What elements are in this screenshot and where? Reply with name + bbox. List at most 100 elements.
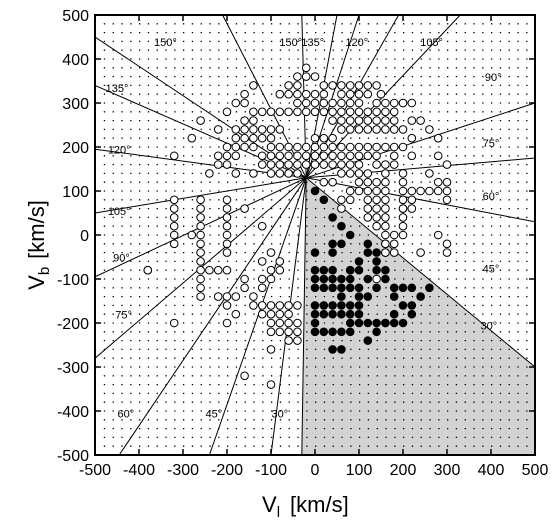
- open-point: [407, 195, 417, 205]
- open-point: [433, 186, 443, 196]
- angle-line: [222, 15, 307, 179]
- open-point: [433, 177, 443, 187]
- open-point: [293, 89, 302, 99]
- open-point: [310, 107, 320, 117]
- open-point: [222, 204, 232, 213]
- open-point: [284, 89, 293, 99]
- open-point: [196, 257, 205, 266]
- open-point: [372, 177, 381, 187]
- open-point: [372, 213, 381, 222]
- open-point: [301, 160, 311, 169]
- filled-point: [425, 283, 434, 293]
- open-point: [266, 345, 276, 354]
- open-point: [275, 318, 285, 328]
- open-point: [284, 301, 293, 310]
- open-point: [442, 186, 452, 196]
- filled-point: [381, 274, 390, 284]
- open-point: [222, 265, 232, 275]
- angle-label: 105°: [420, 37, 443, 49]
- open-point: [240, 98, 249, 108]
- filled-point: [319, 327, 329, 337]
- open-point: [266, 327, 276, 337]
- filled-point: [345, 230, 355, 240]
- open-point: [275, 89, 285, 99]
- open-point: [222, 239, 232, 249]
- open-point: [249, 292, 258, 301]
- filled-point: [310, 248, 320, 257]
- filled-point: [319, 265, 329, 275]
- open-point: [372, 274, 381, 284]
- angle-label: 135°: [106, 83, 129, 95]
- open-point: [266, 318, 276, 328]
- open-point: [169, 204, 179, 213]
- open-point: [240, 89, 249, 99]
- open-point: [345, 160, 355, 169]
- open-point: [381, 239, 390, 249]
- open-point: [257, 309, 267, 319]
- filled-point: [328, 239, 337, 249]
- open-point: [213, 125, 223, 134]
- open-point: [345, 151, 355, 161]
- open-point: [407, 204, 417, 213]
- open-point: [266, 309, 276, 319]
- open-point: [363, 125, 373, 134]
- open-point: [310, 151, 320, 161]
- open-point: [231, 309, 241, 319]
- open-point: [381, 213, 390, 222]
- x-tick-label: -500: [79, 462, 111, 479]
- filled-point: [407, 309, 417, 319]
- open-point: [222, 195, 232, 205]
- angle-label: 150°: [279, 37, 302, 49]
- filled-point: [354, 309, 364, 319]
- open-point: [372, 142, 381, 152]
- open-point: [319, 142, 329, 152]
- open-point: [310, 98, 320, 108]
- open-point: [301, 98, 311, 108]
- filled-point: [337, 301, 346, 310]
- open-point: [266, 380, 276, 389]
- open-point: [354, 177, 364, 187]
- open-point: [240, 371, 249, 381]
- open-point: [381, 177, 390, 187]
- filled-point: [310, 283, 320, 293]
- open-point: [363, 177, 373, 187]
- open-point: [293, 318, 302, 328]
- filled-point: [363, 318, 373, 328]
- filled-point: [416, 292, 425, 301]
- open-point: [345, 116, 355, 125]
- filled-point: [389, 318, 399, 328]
- angle-label: 45°: [205, 409, 222, 421]
- y-tick-label: -100: [57, 272, 89, 289]
- open-point: [222, 292, 232, 301]
- filled-point: [310, 186, 320, 196]
- points-layer: [143, 63, 452, 389]
- open-point: [337, 142, 346, 152]
- open-point: [319, 98, 329, 108]
- filled-point: [372, 318, 381, 328]
- filled-point: [363, 248, 373, 257]
- open-point: [319, 107, 329, 117]
- open-point: [284, 142, 293, 152]
- filled-point: [407, 283, 417, 293]
- open-point: [284, 81, 293, 90]
- filled-point: [389, 283, 399, 293]
- open-point: [398, 195, 408, 205]
- open-point: [372, 221, 381, 231]
- filled-point: [345, 327, 355, 337]
- filled-point: [372, 248, 381, 257]
- open-point: [398, 98, 408, 108]
- open-point: [240, 133, 249, 143]
- filled-point: [354, 257, 364, 266]
- open-point: [196, 283, 205, 293]
- open-point: [196, 239, 205, 249]
- open-point: [398, 125, 408, 134]
- open-point: [257, 151, 267, 161]
- open-point: [363, 107, 373, 117]
- open-point: [389, 248, 399, 257]
- open-point: [372, 195, 381, 205]
- open-point: [205, 169, 214, 178]
- open-point: [143, 265, 153, 275]
- open-point: [205, 265, 214, 275]
- angle-label: 30°: [480, 321, 497, 333]
- open-point: [398, 213, 408, 222]
